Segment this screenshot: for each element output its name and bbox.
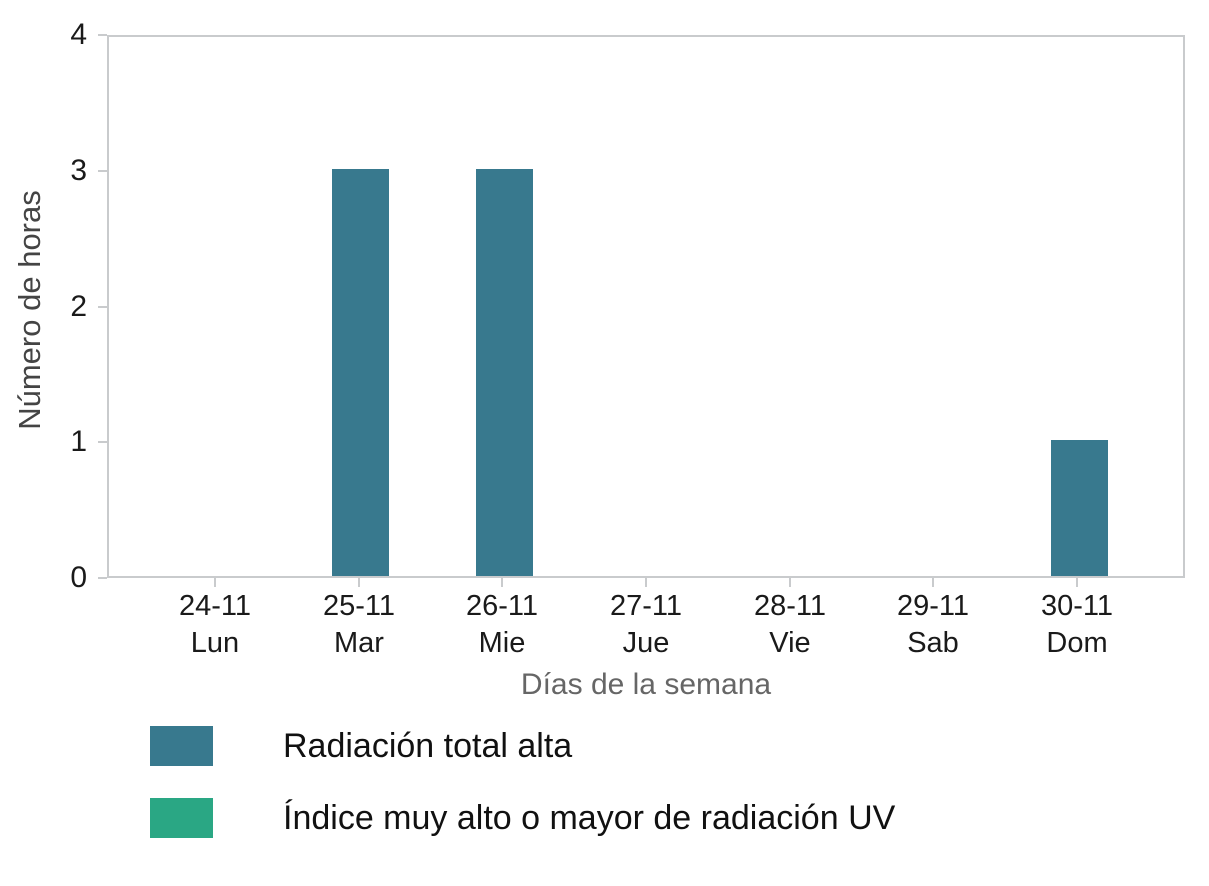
x-tick-label: 27-11 Jue bbox=[566, 588, 726, 662]
y-tick-label: 3 bbox=[70, 154, 87, 187]
y-tick-label: 4 bbox=[70, 18, 87, 51]
legend: Radiación total alta Índice muy alto o m… bbox=[150, 726, 895, 870]
x-tick-date: 28-11 bbox=[753, 590, 827, 622]
y-tick-mark bbox=[98, 170, 107, 172]
bar-26-11-series-0 bbox=[476, 169, 533, 576]
x-tick-mark bbox=[932, 578, 934, 587]
x-tick-label: 26-11 Mie bbox=[422, 588, 582, 662]
legend-label: Índice muy alto o mayor de radiación UV bbox=[283, 798, 896, 837]
x-tick-mark bbox=[645, 578, 647, 587]
x-tick-mark bbox=[214, 578, 216, 587]
x-tick-date: 26-11 bbox=[465, 590, 539, 622]
x-tick-label: 29-11 Sab bbox=[853, 588, 1013, 662]
x-tick-mark bbox=[358, 578, 360, 587]
y-tick-mark bbox=[98, 441, 107, 443]
plot-area bbox=[107, 35, 1185, 578]
x-tick-label: 30-11 Dom bbox=[997, 588, 1157, 662]
x-axis-label: Días de la semana bbox=[520, 668, 772, 701]
x-tick-date: 25-11 bbox=[322, 590, 396, 622]
x-tick-mark bbox=[789, 578, 791, 587]
bar-25-11-series-0 bbox=[332, 169, 389, 576]
x-tick-date: 24-11 bbox=[178, 590, 252, 622]
x-tick-day: Lun bbox=[190, 627, 240, 659]
y-tick-label: 2 bbox=[70, 290, 87, 323]
x-tick-date: 27-11 bbox=[609, 590, 683, 622]
legend-label: Radiación total alta bbox=[283, 726, 573, 765]
y-tick-mark bbox=[98, 306, 107, 308]
y-tick-label: 1 bbox=[70, 425, 87, 458]
legend-swatch-indice-muy-alto-uv bbox=[150, 798, 213, 838]
y-axis-label: Número de horas bbox=[12, 190, 47, 430]
bar-30-11-series-0 bbox=[1051, 440, 1108, 576]
legend-item: Índice muy alto o mayor de radiación UV bbox=[150, 798, 895, 838]
x-tick-label: 24-11 Lun bbox=[135, 588, 295, 662]
y-tick-label: 0 bbox=[70, 561, 87, 594]
legend-item: Radiación total alta bbox=[150, 726, 895, 766]
x-tick-label: 28-11 Vie bbox=[710, 588, 870, 662]
x-tick-day: Vie bbox=[769, 627, 811, 659]
x-tick-day: Jue bbox=[622, 627, 670, 659]
x-tick-day: Mie bbox=[478, 627, 526, 659]
x-tick-day: Dom bbox=[1046, 627, 1108, 659]
x-tick-date: 29-11 bbox=[896, 590, 970, 622]
y-tick-mark bbox=[98, 34, 107, 36]
x-tick-day: Sab bbox=[907, 627, 959, 659]
x-tick-label: 25-11 Mar bbox=[279, 588, 439, 662]
x-tick-mark bbox=[1076, 578, 1078, 587]
y-tick-mark bbox=[98, 577, 107, 579]
x-tick-date: 30-11 bbox=[1040, 590, 1114, 622]
legend-swatch-radiacion-total-alta bbox=[150, 726, 213, 766]
x-tick-day: Mar bbox=[334, 627, 384, 659]
x-tick-mark bbox=[501, 578, 503, 587]
